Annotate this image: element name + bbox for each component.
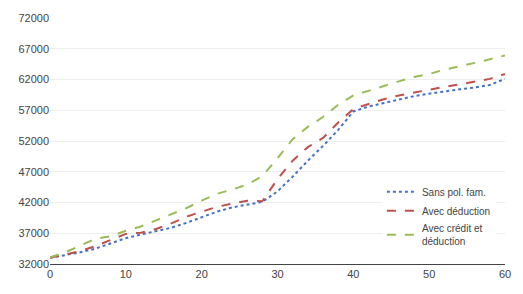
svg-text:60: 60 [499, 268, 511, 280]
svg-text:52000: 52000 [18, 135, 49, 147]
svg-text:40: 40 [347, 268, 359, 280]
svg-text:Avec crédit etdéduction: Avec crédit etdéduction [422, 223, 483, 247]
svg-text:20: 20 [196, 268, 208, 280]
svg-text:72000: 72000 [18, 12, 49, 24]
svg-text:0: 0 [47, 268, 53, 280]
svg-text:Avec déduction: Avec déduction [422, 206, 490, 217]
svg-text:57000: 57000 [18, 104, 49, 116]
svg-text:37000: 37000 [18, 227, 49, 239]
svg-text:50: 50 [423, 268, 435, 280]
svg-text:42000: 42000 [18, 196, 49, 208]
svg-text:47000: 47000 [18, 166, 49, 178]
svg-text:10: 10 [120, 268, 132, 280]
svg-text:32000: 32000 [18, 258, 49, 270]
svg-text:67000: 67000 [18, 43, 49, 55]
svg-text:62000: 62000 [18, 73, 49, 85]
svg-text:Sans pol. fam.: Sans pol. fam. [422, 187, 486, 198]
svg-text:30: 30 [271, 268, 283, 280]
